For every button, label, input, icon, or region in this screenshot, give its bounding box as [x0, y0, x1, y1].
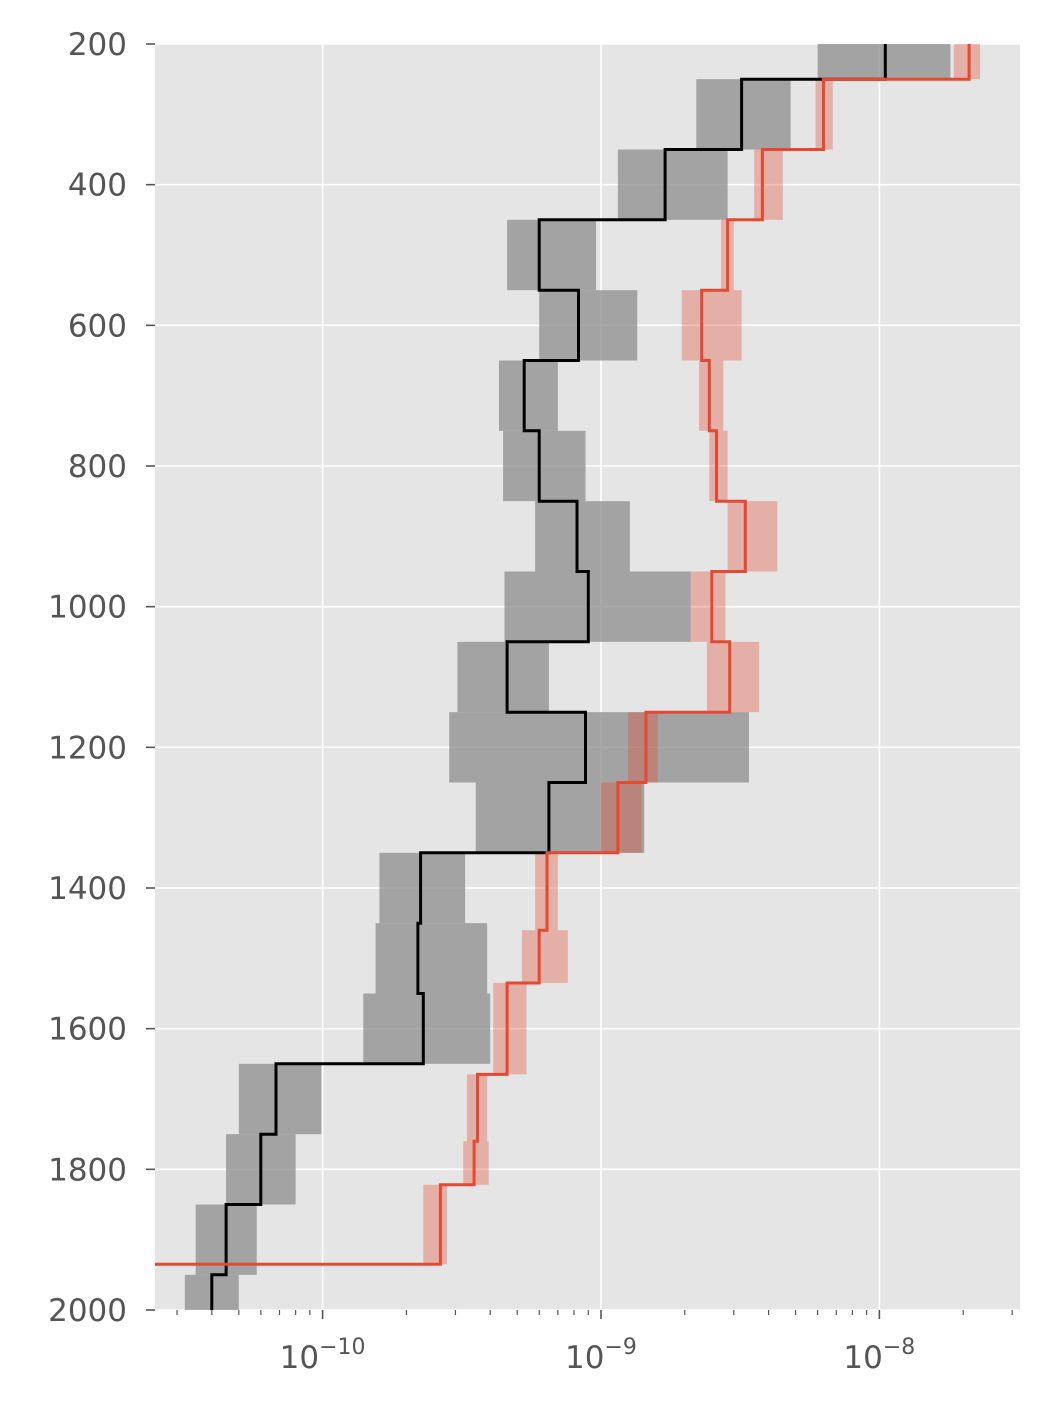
uncertainty-band-0 — [504, 571, 691, 642]
uncertainty-band-1 — [754, 149, 783, 220]
uncertainty-band-1 — [681, 290, 742, 361]
uncertainty-band-0 — [498, 360, 558, 431]
uncertainty-bands — [184, 44, 981, 1310]
uncertainty-band-0 — [617, 149, 728, 220]
uncertainty-band-1 — [521, 930, 568, 983]
x-tick-label: 10−9 — [565, 1335, 637, 1376]
x-tick-label: 10−8 — [843, 1335, 915, 1376]
uncertainty-band-0 — [238, 1063, 322, 1135]
uncertainty-band-1 — [699, 360, 724, 431]
uncertainty-band-0 — [696, 79, 791, 150]
x-tick-label: 10−10 — [280, 1335, 366, 1376]
y-tick-label: 200 — [68, 27, 127, 63]
uncertainty-band-0 — [449, 712, 749, 783]
uncertainty-band-0 — [503, 430, 586, 502]
uncertainty-band-1 — [493, 982, 527, 1075]
uncertainty-band-0 — [539, 290, 638, 361]
y-axis: 200 400 600 800 1000 1200 1400 1600 1800 2000 — [48, 27, 155, 1329]
y-tick-label: 400 — [68, 168, 127, 204]
uncertainty-band-0 — [375, 923, 488, 994]
y-tick-label: 1800 — [48, 1152, 127, 1188]
series-lines — [155, 44, 971, 1310]
uncertainty-band-1 — [709, 430, 728, 502]
uncertainty-band-1 — [423, 1184, 448, 1265]
uncertainty-band-1 — [627, 712, 658, 783]
uncertainty-band-0 — [363, 993, 491, 1064]
series-line-0 — [210, 44, 887, 1310]
series-line-1 — [155, 44, 971, 1266]
y-tick-label: 1400 — [48, 871, 127, 907]
uncertainty-band-0 — [535, 501, 630, 572]
uncertainty-band-1 — [727, 501, 778, 572]
y-tick-label: 800 — [68, 449, 127, 485]
uncertainty-band-1 — [690, 571, 726, 642]
uncertainty-band-1 — [953, 44, 981, 80]
uncertainty-band-0 — [457, 641, 549, 713]
uncertainty-band-0 — [379, 852, 466, 924]
uncertainty-band-0 — [475, 782, 645, 853]
uncertainty-band-0 — [507, 219, 597, 291]
x-axis: 10−10 10−9 10−8 — [176, 1310, 1013, 1376]
y-tick-label: 1600 — [48, 1012, 127, 1048]
uncertainty-band-1 — [706, 641, 760, 713]
y-tick-label: 1000 — [48, 590, 127, 626]
y-tick-label: 2000 — [48, 1293, 127, 1329]
uncertainty-band-1 — [463, 1141, 489, 1185]
uncertainty-band-1 — [600, 782, 642, 853]
y-tick-label: 1200 — [48, 730, 127, 766]
y-tick-label: 600 — [68, 308, 127, 344]
